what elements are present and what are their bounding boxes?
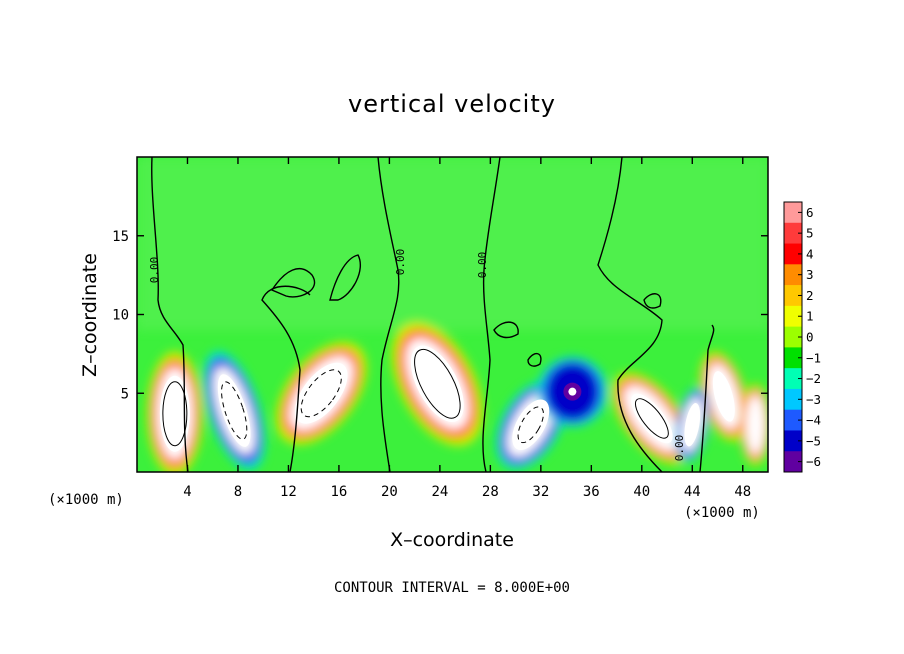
colorbar-label: −1 (806, 350, 821, 365)
contour-value-label: 0.00 (148, 257, 161, 284)
core-white (684, 403, 701, 447)
zero-contour (261, 285, 311, 472)
velocity-field (137, 157, 768, 472)
colorbar-swatch (784, 388, 802, 411)
positive-contour (162, 381, 188, 447)
x-tick-label: 16 (330, 484, 347, 500)
colorbar-swatch (784, 305, 802, 328)
x-tick-label: 44 (684, 484, 701, 500)
x-tick-label: 28 (482, 484, 499, 500)
x-axis-ticks: 4 8 12 16 20 24 28 32 36 40 44 48 (183, 157, 751, 500)
colorbar-label: 4 (806, 246, 814, 261)
x-tick-label: 40 (633, 484, 650, 500)
colorbar-swatch (784, 243, 802, 265)
zero-contour (699, 324, 715, 472)
colorbar-label: −6 (806, 454, 821, 469)
x-tick-label: 32 (532, 484, 549, 500)
updraft-cell (739, 384, 768, 466)
chart-title: vertical velocity (348, 90, 556, 118)
positive-contour (414, 348, 461, 419)
zero-contour (482, 157, 501, 472)
contour-interval-note: CONTOUR INTERVAL = 8.000E+00 (334, 580, 570, 596)
zero-contour-closed (527, 353, 542, 367)
core-white (159, 375, 190, 452)
colorbar-label: 6 (806, 205, 814, 220)
zero-contour-closed (493, 321, 519, 339)
y-tick-label: 10 (112, 308, 129, 324)
x-unit-left: (×1000 m) (48, 492, 124, 508)
colorbar-label: 3 (806, 267, 814, 282)
zero-contour (597, 157, 663, 472)
x-tick-label: 24 (431, 484, 448, 500)
upper-field (137, 157, 768, 331)
negative-contour (221, 381, 248, 440)
zero-contour (377, 157, 400, 472)
contour-lines: 0.00 0.00 0.00 0.00 (148, 157, 715, 472)
x-tick-label: 12 (280, 484, 297, 500)
colorbar-swatch (784, 285, 802, 307)
y-tick-label: 5 (121, 386, 129, 402)
y-axis-label: Z–coordinate (79, 253, 101, 377)
core-white (712, 371, 735, 422)
core-white (294, 362, 348, 424)
contour-value-label: 0.00 (673, 435, 686, 462)
colorbar-label: 5 (806, 226, 814, 241)
zero-contour-closed (270, 268, 316, 298)
y-tick-label: 15 (112, 229, 129, 245)
zero-contour-closed (329, 254, 361, 301)
colorbar-label: 1 (806, 309, 814, 324)
colorbar-swatch (784, 430, 802, 452)
colorbar-swatch (784, 451, 802, 473)
colorbar-label: −3 (806, 392, 821, 407)
colorbar-swatch (784, 264, 802, 286)
x-axis-label: X–coordinate (390, 529, 514, 551)
colorbar-swatch (784, 409, 802, 431)
colorbar-swatch (784, 368, 802, 390)
colorbar-label: 0 (806, 330, 814, 345)
x-tick-label: 48 (734, 484, 751, 500)
zero-contour-closed (643, 293, 662, 309)
contour-value-label: 0.00 (394, 249, 407, 276)
colorbar-label: −4 (806, 413, 821, 428)
positive-contour (635, 398, 669, 439)
core-white (512, 399, 550, 450)
core-white (410, 345, 464, 423)
downdraft-extreme-core (568, 387, 577, 396)
x-tick-label: 4 (183, 484, 191, 500)
colorbar-swatch (784, 202, 802, 224)
x-tick-label: 20 (381, 484, 398, 500)
negative-contour (517, 406, 544, 444)
colorbar-swatch (784, 347, 802, 369)
x-tick-label: 8 (234, 484, 242, 500)
zero-contour (151, 157, 189, 472)
core-white (217, 374, 251, 447)
colorbar-swatch (784, 222, 802, 245)
contour-value-label: 0.00 (476, 252, 489, 279)
colorbar-label: −2 (806, 371, 821, 386)
colorbar: 6 5 4 3 2 1 0 −1 −2 −3 −4 −5 −6 (783, 201, 821, 473)
x-unit-right: (×1000 m) (684, 505, 760, 521)
y-axis-ticks: 5 10 15 (112, 229, 768, 402)
negative-contour (300, 369, 342, 418)
colorbar-label: −5 (806, 433, 821, 448)
x-tick-label: 36 (583, 484, 600, 500)
plot-area: 0.00 0.00 0.000.00 4 8 12 16 20 24 28 32 36 40 44 48 … (112, 156, 769, 500)
core-white (631, 393, 673, 444)
colorbar-label: 2 (806, 288, 814, 303)
cell-cores (159, 345, 735, 452)
colorbar-swatch (784, 326, 802, 348)
